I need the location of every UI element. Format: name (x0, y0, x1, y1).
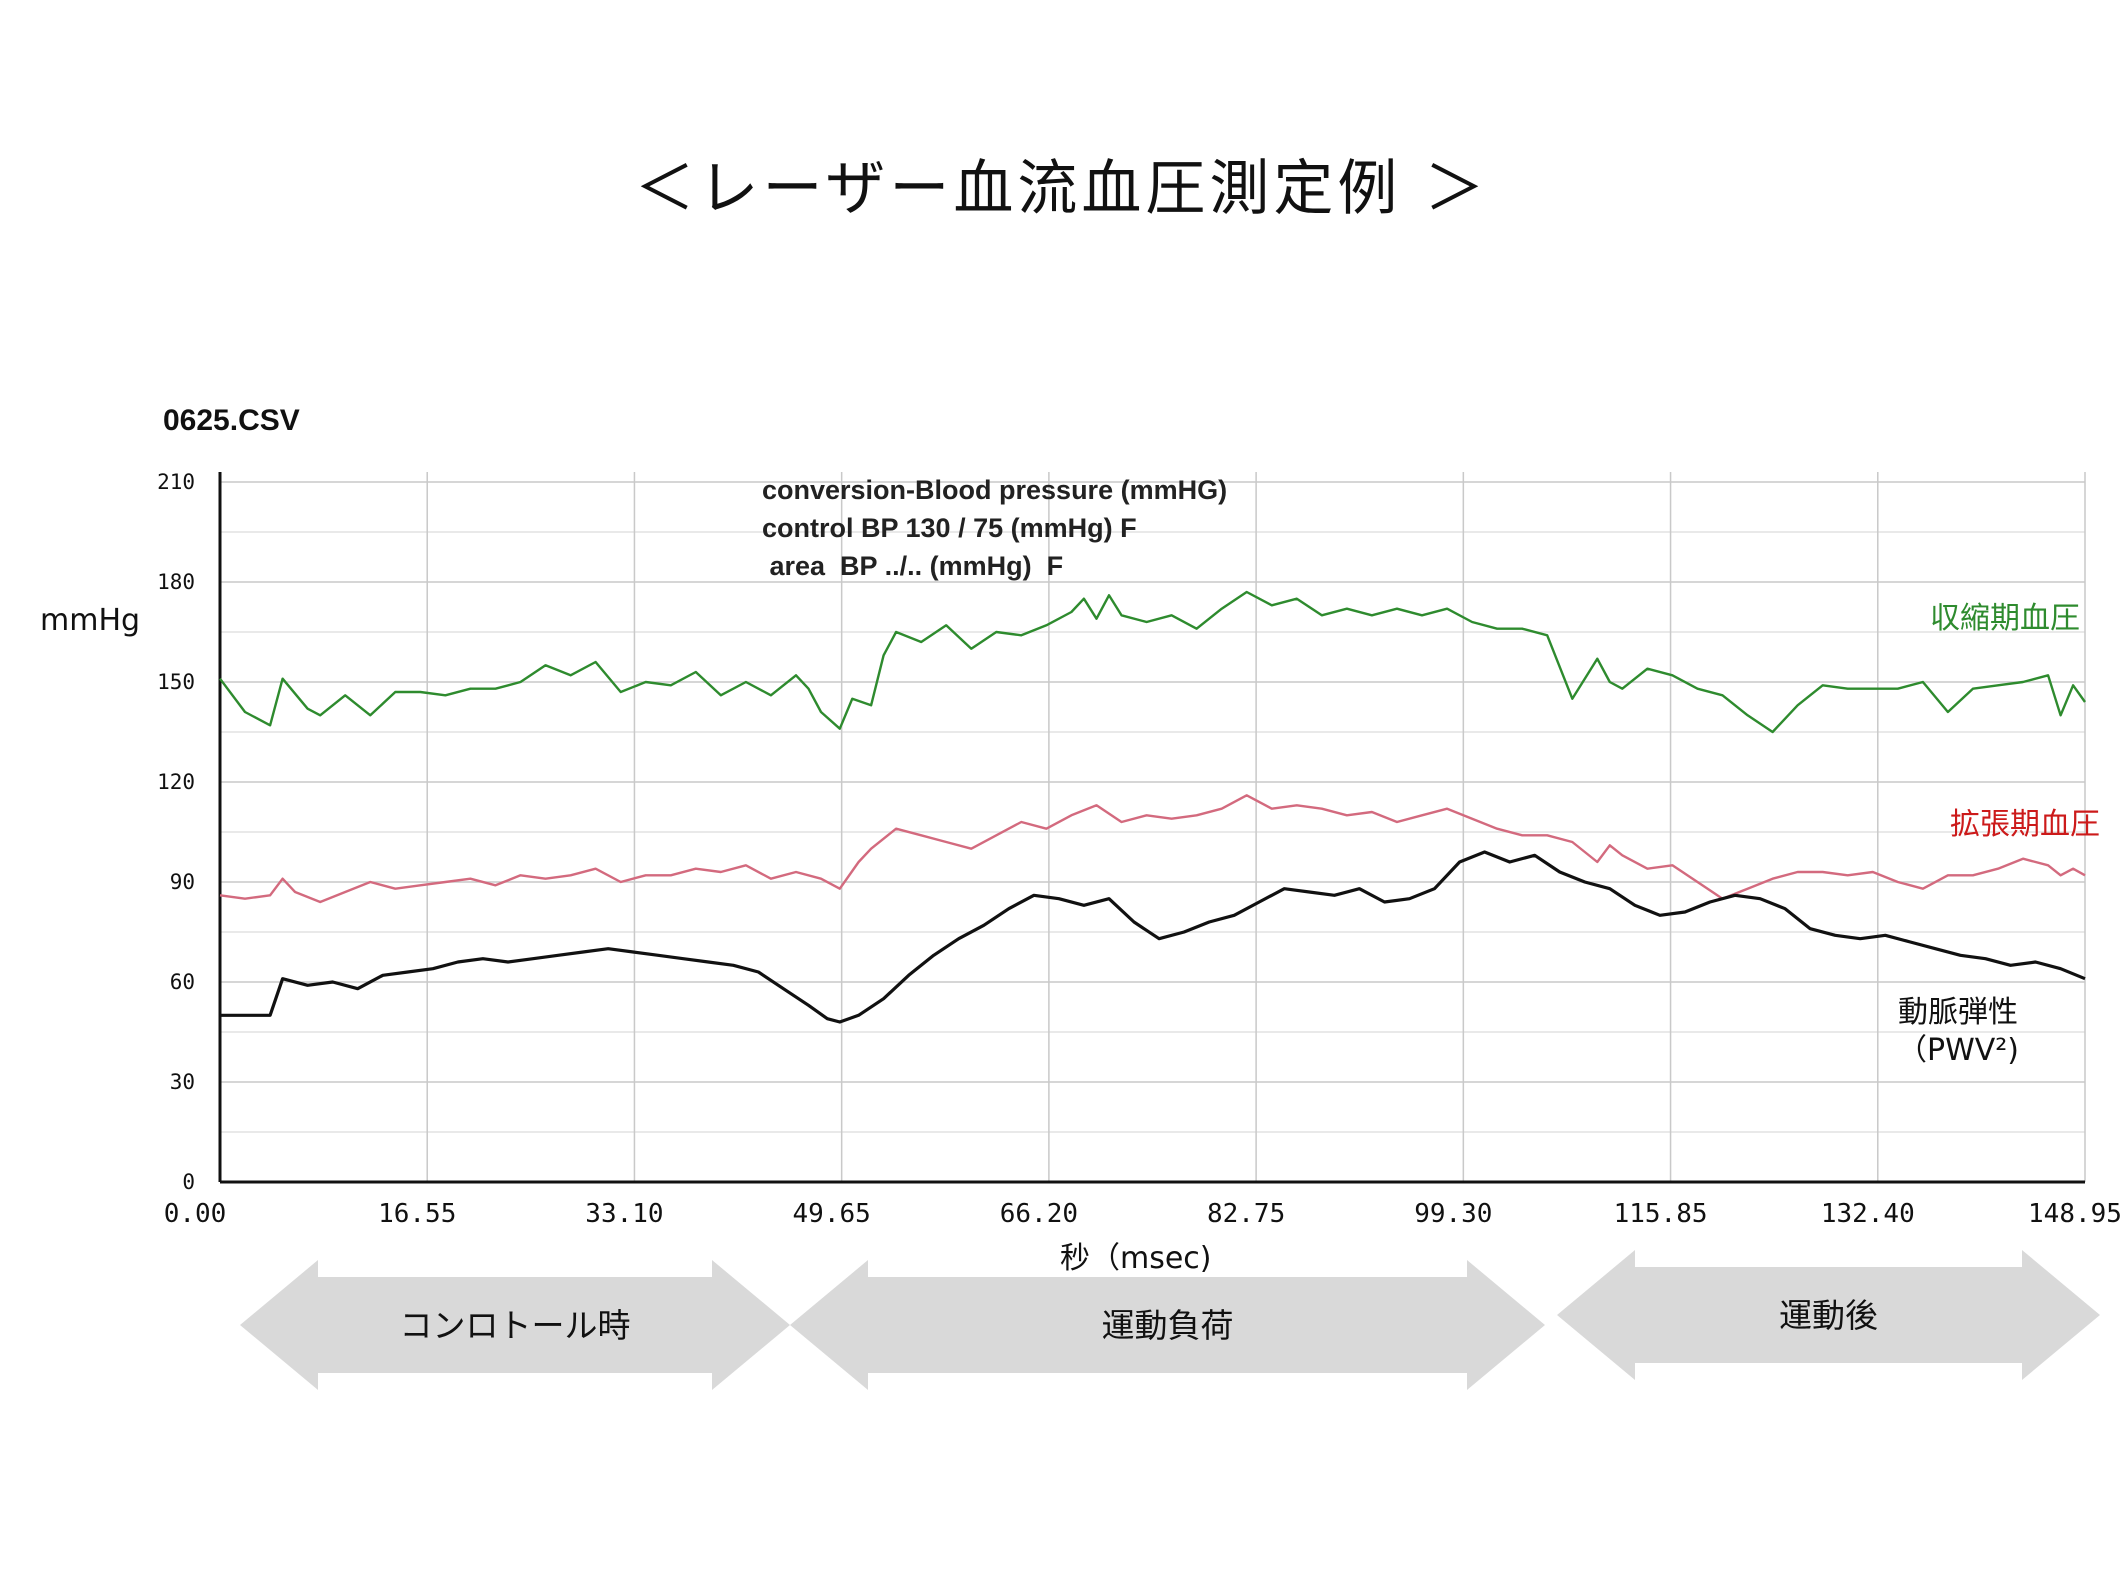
phase-arrows: コンロトール時 運動負荷 運動後 (240, 1250, 2100, 1390)
y-tick-label: 60 (170, 970, 195, 994)
y-tick-label: 180 (157, 570, 195, 594)
annotation-line-1: conversion-Blood pressure (mmHG) (762, 475, 1227, 505)
x-tick-label: 49.65 (793, 1199, 871, 1229)
y-axis-label: mmHg (40, 603, 140, 638)
phase-label-3: 運動後 (1779, 1296, 1878, 1335)
y-tick-label: 210 (157, 470, 195, 494)
y-tick-label: 30 (170, 1070, 195, 1094)
x-tick-label: 99.30 (1414, 1199, 1492, 1229)
series-line-2 (219, 794, 2086, 904)
series-lines (219, 590, 2086, 1024)
chart-grid (220, 472, 2086, 1183)
y-tick-labels: 0 30 60 90 120 150 180 210 (157, 470, 195, 1194)
x-tick-label: 132.40 (1821, 1199, 1915, 1229)
annotation-line-2: control BP 130 / 75 (mmHg) F (762, 513, 1137, 543)
y-tick-label: 150 (157, 670, 195, 694)
annotation-line-3: area BP ../.. (mmHg) F (762, 551, 1063, 581)
phase-arrow-2 (790, 1260, 1545, 1390)
y-tick-label: 0 (182, 1170, 195, 1194)
series-label-2: 拡張期血圧 (1950, 807, 2100, 842)
y-tick-label: 90 (170, 870, 195, 894)
phase-arrow-3 (1557, 1250, 2100, 1380)
series-label-3: 動脈弾性 (1898, 995, 2018, 1030)
series-label-1: 収縮期血圧 (1930, 601, 2080, 636)
page-title: ＜レーザー血流血圧測定例 ＞ (634, 154, 1489, 224)
x-axis-label: 秒（msec) (1060, 1241, 1212, 1276)
x-tick-labels: 0.00 16.55 33.10 49.65 66.20 82.75 99.30 115.85… (164, 1199, 2122, 1229)
x-tick-label: 148.95 (2028, 1199, 2122, 1229)
series-line-3 (220, 850, 2086, 1024)
series-line-1 (219, 590, 2086, 734)
x-tick-label: 16.55 (378, 1199, 456, 1229)
x-tick-label: 82.75 (1207, 1199, 1285, 1229)
file-label: 0625.CSV (163, 404, 300, 437)
series-label-3: （PWV²) (1897, 1033, 2019, 1068)
x-tick-label: 66.20 (1000, 1199, 1078, 1229)
chart-axes (218, 472, 2085, 1184)
phase-arrow-1 (240, 1260, 790, 1390)
y-tick-label: 120 (157, 770, 195, 794)
x-tick-label: 115.85 (1614, 1199, 1708, 1229)
phase-label-1: コンロトール時 (400, 1306, 631, 1345)
phase-label-2: 運動負荷 (1102, 1306, 1234, 1345)
x-tick-label: 0.00 (164, 1199, 227, 1229)
x-tick-label: 33.10 (585, 1199, 663, 1229)
